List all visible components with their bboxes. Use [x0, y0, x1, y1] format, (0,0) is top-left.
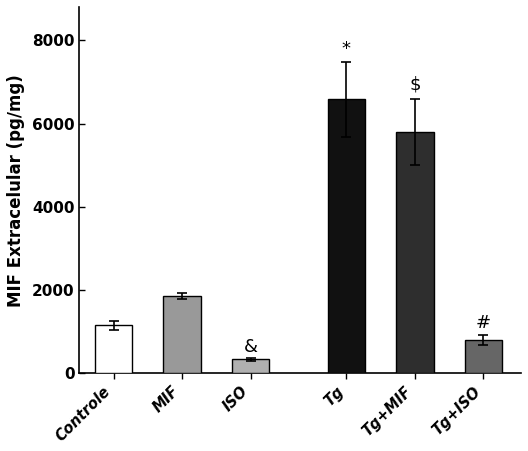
Bar	[327, 99, 365, 373]
Y-axis label: MIF Extracelular (pg/mg): MIF Extracelular (pg/mg)	[7, 74, 25, 307]
Text: $: $	[409, 76, 421, 93]
Bar	[95, 326, 133, 373]
Bar	[465, 340, 502, 373]
Bar	[232, 359, 269, 373]
Text: &: &	[243, 338, 258, 356]
Text: *: *	[342, 40, 351, 58]
Bar	[396, 132, 433, 373]
Bar	[163, 296, 201, 373]
Text: #: #	[476, 314, 491, 332]
